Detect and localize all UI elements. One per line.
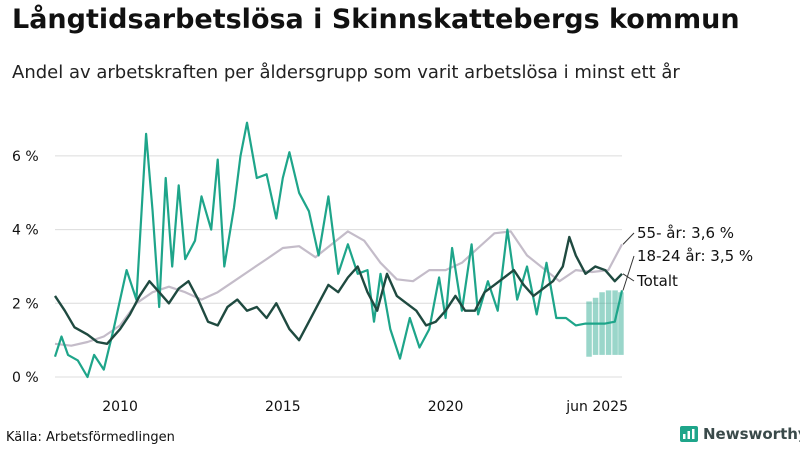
y-tick-label: 6 % bbox=[12, 149, 39, 165]
brand-name: Newsworthy bbox=[703, 425, 800, 443]
x-tick-label: 2010 bbox=[102, 399, 138, 415]
series-line-total bbox=[53, 235, 623, 345]
uncertainty-band-bar bbox=[592, 297, 599, 355]
y-tick-label: 4 % bbox=[12, 223, 39, 239]
uncertainty-band-bar bbox=[586, 301, 592, 357]
bar-chart-icon bbox=[680, 426, 698, 442]
x-tick-label: jun 2025 bbox=[565, 399, 628, 415]
source-note: Källa: Arbetsförmedlingen bbox=[6, 430, 175, 445]
series-line-18-24 bbox=[53, 121, 624, 379]
page-title: Långtidsarbetslösa i Skinnskattebergs ko… bbox=[12, 4, 740, 35]
y-tick-label: 0 % bbox=[12, 370, 39, 386]
series-end-label: 55- år: 3,6 % bbox=[637, 224, 734, 242]
series-end-label: Totalt bbox=[636, 272, 678, 290]
x-tick-label: 2020 bbox=[428, 399, 464, 415]
page-subtitle: Andel av arbetskraften per åldersgrupp s… bbox=[12, 62, 680, 83]
label-connector bbox=[622, 232, 635, 245]
series-line-55-plus bbox=[54, 230, 623, 347]
x-tick-label: 2015 bbox=[265, 399, 301, 415]
uncertainty-band-bar bbox=[618, 292, 624, 355]
brand-logo: Newsworthy bbox=[680, 425, 800, 443]
series-end-label: 18-24 år: 3,5 % bbox=[637, 247, 753, 265]
label-connector bbox=[622, 273, 635, 282]
y-tick-label: 2 % bbox=[12, 296, 39, 312]
label-connector bbox=[622, 255, 635, 291]
